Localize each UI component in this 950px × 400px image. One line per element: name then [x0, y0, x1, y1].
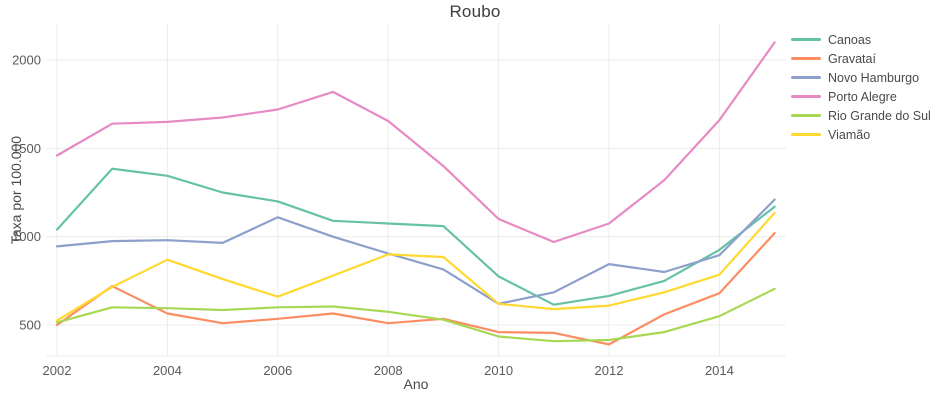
legend-swatch-rio-grande-do-sul: [791, 114, 821, 117]
legend-label: Canoas: [828, 32, 872, 47]
legend-item-canoas[interactable]: Canoas: [791, 30, 931, 49]
legend-swatch-gravatai: [791, 57, 821, 60]
legend-item-novo-hamburgo[interactable]: Novo Hamburgo: [791, 68, 931, 87]
series-line-novo-hamburgo[interactable]: [55, 198, 776, 305]
legend-label: Gravataí: [828, 51, 876, 66]
x-tick-label: 2004: [153, 363, 182, 378]
y-tick-label: 500: [19, 318, 41, 333]
legend-label: Viamão: [828, 127, 871, 142]
y-tick-label: 1500: [12, 141, 41, 156]
x-tick-label: 2006: [263, 363, 292, 378]
series-line-rio-grande-do-sul[interactable]: [55, 287, 776, 343]
legend-swatch-porto-alegre: [791, 95, 821, 98]
legend-label: Rio Grande do Sul: [828, 108, 931, 123]
y-tick-label: 2000: [12, 53, 41, 68]
series-line-porto-alegre[interactable]: [55, 41, 776, 244]
legend-item-rio-grande-do-sul[interactable]: Rio Grande do Sul: [791, 106, 931, 125]
series-line-viamao[interactable]: [55, 211, 776, 322]
series-line-gravatai[interactable]: [55, 232, 776, 346]
x-axis-title: Ano: [403, 376, 429, 392]
legend-item-viamao[interactable]: Viamão: [791, 125, 931, 144]
y-tick-label: 1000: [12, 229, 41, 244]
x-tick-label: 2008: [374, 363, 403, 378]
chart-title: Roubo: [449, 2, 501, 21]
legend: Canoas Gravataí Novo Hamburgo Porto Alegre R…: [791, 30, 931, 144]
legend-swatch-canoas: [791, 38, 821, 41]
y-axis-title: Taxa por 100.000: [8, 135, 24, 245]
legend-swatch-novo-hamburgo: [791, 76, 821, 79]
x-tick-label: 2010: [484, 363, 513, 378]
series-line-canoas[interactable]: [55, 167, 776, 306]
x-tick-label: 2002: [43, 363, 72, 378]
legend-item-gravatai[interactable]: Gravataí: [791, 49, 931, 68]
legend-label: Porto Alegre: [828, 89, 897, 104]
legend-item-porto-alegre[interactable]: Porto Alegre: [791, 87, 931, 106]
legend-label: Novo Hamburgo: [828, 70, 920, 85]
x-tick-label: 2014: [705, 363, 734, 378]
x-tick-label: 2012: [595, 363, 624, 378]
legend-swatch-viamao: [791, 133, 821, 136]
